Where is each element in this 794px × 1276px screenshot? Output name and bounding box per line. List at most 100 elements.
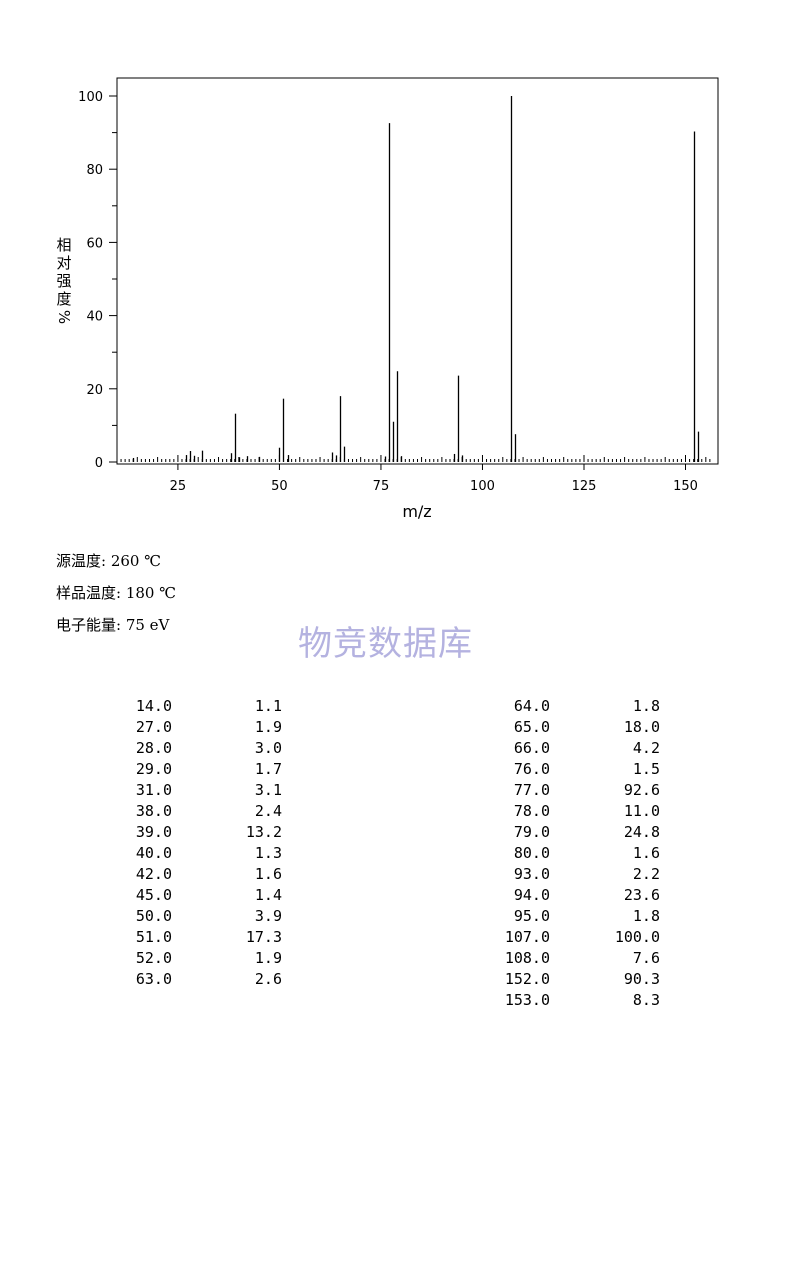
peak-intensity: 1.9: [254, 949, 282, 967]
peak-row: 108.0 7.6: [480, 948, 670, 969]
x-tick-label: 125: [572, 479, 597, 494]
y-tick-label: 20: [86, 383, 103, 398]
peak-mz: 14.0: [135, 697, 172, 715]
peak-row: 63.0 2.6: [110, 969, 290, 990]
x-tick-label: 100: [470, 479, 495, 494]
peak-row: 93.0 2.2: [480, 864, 670, 885]
peak-row: 153.0 8.3: [480, 990, 670, 1011]
peak-intensity: 3.0: [254, 739, 282, 757]
sample-temperature: 样品温度: 180 ℃: [56, 584, 177, 602]
peak-intensity: 100.0: [614, 928, 660, 946]
x-minor-ticks: [120, 455, 711, 462]
peak-table-right: 64.0 1.8 65.0 18.0 66.0 4.2 76.0 1.5 77.0 92.6 78.…: [480, 696, 670, 1011]
peak-row: 45.0 1.4: [110, 885, 290, 906]
peak-mz: 66.0: [513, 739, 550, 757]
peak-row: 31.0 3.1: [110, 780, 290, 801]
peak-row: 40.0 1.3: [110, 843, 290, 864]
peak-mz: 152.0: [504, 970, 550, 988]
peak-row: 50.0 3.9: [110, 906, 290, 927]
peak-intensity: 1.5: [632, 760, 660, 778]
peak-mz: 76.0: [513, 760, 550, 778]
peak-mz: 63.0: [135, 970, 172, 988]
peak-row: 28.0 3.0: [110, 738, 290, 759]
x-tick-label: 25: [170, 479, 187, 494]
peak-intensity: 11.0: [623, 802, 660, 820]
peak-mz: 38.0: [135, 802, 172, 820]
x-axis: 25 50 75 100 125 150: [170, 464, 698, 494]
peak-intensity: 2.2: [632, 865, 660, 883]
peak-mz: 40.0: [135, 844, 172, 862]
peak-intensity: 17.3: [245, 928, 282, 946]
peak-intensity: 2.4: [254, 802, 282, 820]
peak-row: 39.0 13.2: [110, 822, 290, 843]
experiment-conditions: 源温度: 260 ℃ 样品温度: 180 ℃ 电子能量: 75 eV: [56, 548, 176, 644]
peak-row: 95.0 1.8: [480, 906, 670, 927]
peak-intensity: 13.2: [245, 823, 282, 841]
peak-mz: 27.0: [135, 718, 172, 736]
x-tick-label: 50: [271, 479, 288, 494]
x-axis-label: m/z: [402, 502, 431, 521]
peak-row: 94.0 23.6: [480, 885, 670, 906]
peak-mz: 65.0: [513, 718, 550, 736]
peak-mz: 79.0: [513, 823, 550, 841]
peak-mz: 77.0: [513, 781, 550, 799]
peak-mz: 45.0: [135, 886, 172, 904]
peak-mz: 153.0: [504, 991, 550, 1009]
peak-row: 27.0 1.9: [110, 717, 290, 738]
y-axis: 0 20 40 60 80 100: [78, 90, 117, 471]
peak-row: 65.0 18.0: [480, 717, 670, 738]
peak-intensity: 7.6: [632, 949, 660, 967]
peak-intensity: 8.3: [632, 991, 660, 1009]
y-axis-label-char: %: [55, 310, 73, 324]
peak-row: 38.0 2.4: [110, 801, 290, 822]
y-tick-label: 0: [95, 456, 103, 471]
peak-mz: 42.0: [135, 865, 172, 883]
peak-mz: 78.0: [513, 802, 550, 820]
peak-row: 78.0 11.0: [480, 801, 670, 822]
peak-intensity: 1.7: [254, 760, 282, 778]
peak-mz: 64.0: [513, 697, 550, 715]
peak-intensity: 1.6: [254, 865, 282, 883]
watermark: 物竞数据库: [298, 624, 473, 664]
peak-row: 77.0 92.6: [480, 780, 670, 801]
peak-mz: 39.0: [135, 823, 172, 841]
peak-table-left: 14.0 1.1 27.0 1.9 28.0 3.0 29.0 1.7 31.0 3.1 38.0 2…: [110, 696, 290, 990]
y-tick-label: 80: [86, 163, 103, 178]
peak-row: 66.0 4.2: [480, 738, 670, 759]
peak-row: 76.0 1.5: [480, 759, 670, 780]
peak-mz: 93.0: [513, 865, 550, 883]
peak-row: 51.0 17.3: [110, 927, 290, 948]
y-tick-label: 60: [86, 236, 103, 251]
peak-intensity: 2.6: [254, 970, 282, 988]
peak-intensity: 18.0: [623, 718, 660, 736]
y-axis-label-char: 对: [56, 254, 71, 272]
peak-row: 79.0 24.8: [480, 822, 670, 843]
peak-row: 152.0 90.3: [480, 969, 670, 990]
peak-row: 64.0 1.8: [480, 696, 670, 717]
y-tick-label: 100: [78, 90, 103, 105]
peak-row: 14.0 1.1: [110, 696, 290, 717]
peak-intensity: 1.4: [254, 886, 282, 904]
y-axis-label-char: 度: [56, 290, 71, 308]
spectrum-peaks: [132, 96, 700, 462]
peak-intensity: 23.6: [623, 886, 660, 904]
peak-intensity: 1.8: [632, 907, 660, 925]
peak-row: 52.0 1.9: [110, 948, 290, 969]
peak-intensity: 1.9: [254, 718, 282, 736]
peak-mz: 108.0: [504, 949, 550, 967]
peak-intensity: 1.3: [254, 844, 282, 862]
peak-intensity: 1.1: [254, 697, 282, 715]
peak-intensity: 1.6: [632, 844, 660, 862]
peak-mz: 52.0: [135, 949, 172, 967]
peak-mz: 95.0: [513, 907, 550, 925]
peak-intensity: 92.6: [623, 781, 660, 799]
peak-mz: 50.0: [135, 907, 172, 925]
x-tick-label: 75: [373, 479, 390, 494]
peak-mz: 31.0: [135, 781, 172, 799]
y-axis-label-char: 相: [56, 236, 71, 254]
peak-mz: 80.0: [513, 844, 550, 862]
y-axis-label-char: 强: [56, 272, 71, 290]
peak-row: 42.0 1.6: [110, 864, 290, 885]
